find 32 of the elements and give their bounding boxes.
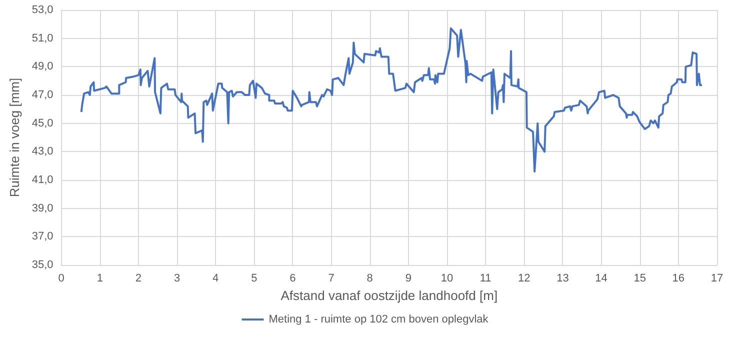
x-tick-label: 7 (328, 272, 334, 284)
x-tick-label: 0 (58, 272, 64, 284)
y-tick-label: 35,0 (32, 259, 54, 271)
y-tick-label: 47,0 (32, 89, 54, 101)
x-tick-label: 8 (366, 272, 373, 284)
y-tick-label: 39,0 (32, 202, 54, 214)
y-tick-label: 53,0 (32, 4, 54, 16)
x-tick-label: 13 (556, 272, 569, 284)
x-tick-label: 3 (174, 272, 180, 284)
x-tick-label: 17 (710, 272, 724, 284)
legend-label: Meting 1 - ruimte op 102 cm boven oplegvlak (268, 314, 489, 326)
y-tick-label: 41,0 (32, 174, 54, 186)
x-tick-label: 9 (405, 272, 412, 284)
y-tick-label: 49,0 (32, 60, 54, 73)
y-tick-label: 51,0 (32, 32, 54, 44)
x-tick-label: 2 (135, 272, 142, 284)
line-series (80, 27, 703, 172)
y-tick-label: 37,0 (32, 230, 54, 243)
x-tick-label: 5 (251, 272, 258, 284)
x-axis-title: Afstand vanaf oostzijde landhoofd [m] (280, 288, 498, 303)
x-tick-label: 1 (96, 272, 103, 284)
x-tick-label: 15 (634, 272, 646, 284)
x-tick-label: 12 (518, 272, 530, 284)
y-tick-label: 45,0 (32, 117, 54, 130)
y-tick-label: 43,0 (32, 146, 54, 158)
x-tick-label: 4 (212, 272, 219, 284)
x-tick-label: 14 (595, 272, 608, 284)
y-axis-title: Ruimte in voeg [mm] (7, 78, 22, 198)
x-tick-label: 11 (480, 272, 492, 284)
x-tick-label: 6 (290, 272, 296, 284)
x-tick-label: 16 (672, 272, 685, 284)
x-tick-label: 10 (440, 272, 454, 284)
